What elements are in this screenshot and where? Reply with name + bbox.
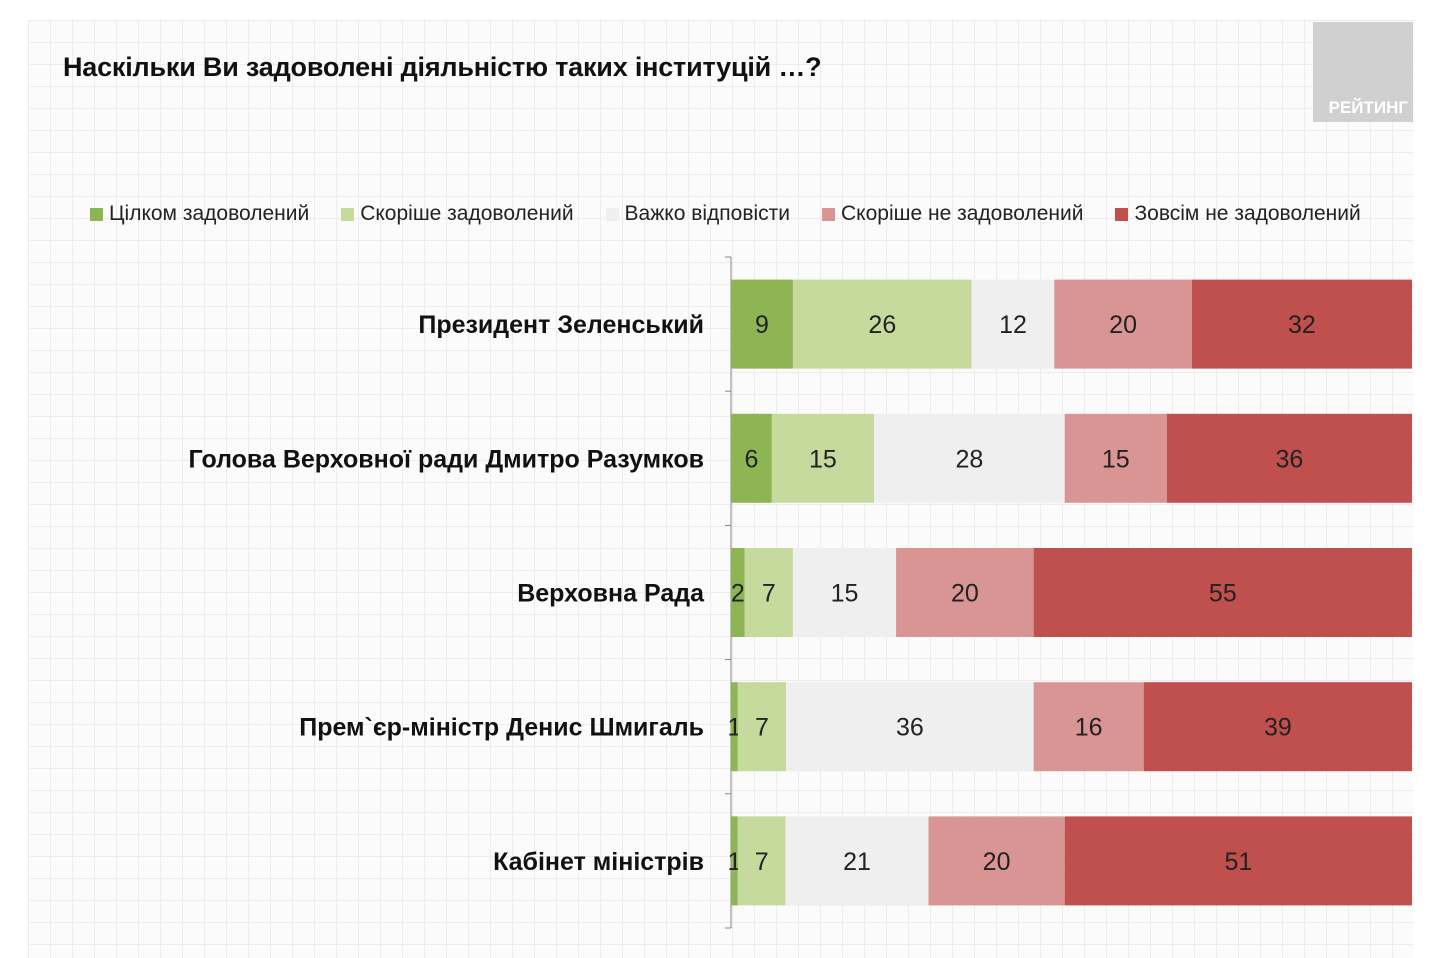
- legend-swatch: [1115, 207, 1129, 221]
- bar-segment: [1054, 279, 1192, 369]
- data-label: 15: [809, 445, 837, 473]
- data-label: 21: [843, 848, 871, 876]
- bar-segment: [731, 548, 745, 637]
- bar-segment: [1064, 413, 1167, 503]
- bar-segment: [1064, 816, 1412, 906]
- bar-segment: [731, 816, 738, 906]
- data-label: 6: [744, 445, 758, 473]
- bar-segment: [786, 682, 1034, 772]
- data-label: 26: [868, 311, 896, 339]
- bar-segment: [1033, 682, 1144, 772]
- bar-segment: [1143, 682, 1412, 772]
- logo-text: РЕЙТИНГ: [1328, 98, 1408, 117]
- data-label: 20: [1109, 311, 1137, 339]
- bar-segment: [731, 682, 738, 772]
- bar-segment: [744, 548, 793, 637]
- data-label: 20: [983, 848, 1011, 876]
- bar-segment: [1166, 413, 1412, 503]
- bar-segment: [1033, 548, 1412, 637]
- data-label: 7: [755, 848, 769, 876]
- bar-segment: [785, 816, 929, 906]
- legend-swatch: [605, 207, 619, 221]
- data-label: 36: [896, 714, 924, 742]
- data-label: 7: [762, 580, 776, 608]
- legend-label: Цілком задоволений: [109, 202, 310, 225]
- legend-label: Скоріше не задоволений: [841, 202, 1084, 225]
- bar-segment: [928, 816, 1065, 906]
- category-label: Прем`єр-міністр Денис Шмигаль: [299, 714, 704, 742]
- data-label: 15: [1102, 445, 1130, 473]
- category-label: Кабінет міністрів: [493, 848, 704, 876]
- data-label: 32: [1288, 311, 1316, 339]
- bar-segment: [971, 279, 1055, 369]
- legend-item: Цілком задоволений: [90, 202, 309, 226]
- bar-segment: [737, 682, 787, 772]
- bar-segment: [792, 548, 897, 637]
- data-label: 7: [755, 714, 769, 742]
- bar-segment: [737, 816, 786, 906]
- legend-swatch: [822, 207, 836, 221]
- data-label: 36: [1276, 445, 1304, 473]
- data-label: 16: [1075, 714, 1103, 742]
- data-label: 28: [955, 445, 983, 473]
- data-label: 51: [1224, 848, 1252, 876]
- legend-label: Скоріше задоволений: [360, 202, 574, 225]
- bar-segment: [792, 279, 972, 369]
- legend-item: Важко відповісти: [605, 202, 791, 226]
- legend-swatch: [90, 207, 103, 221]
- data-label: 55: [1209, 580, 1237, 608]
- data-label: 20: [951, 580, 979, 608]
- data-label: 15: [831, 580, 859, 608]
- legend-item: Зовсім не задоволений: [1115, 202, 1361, 226]
- legend-swatch: [341, 207, 355, 221]
- legend-item: Скоріше не задоволений: [822, 202, 1083, 226]
- legend: Цілком задоволений Скоріше задоволений Важ…: [90, 202, 1393, 226]
- legend-item: Скоріше задоволений: [341, 202, 574, 226]
- bar-segment: [874, 413, 1065, 503]
- bar-segment: [896, 548, 1034, 637]
- data-label: 2: [731, 580, 745, 608]
- bar-segment: [1191, 279, 1412, 369]
- data-label: 12: [999, 311, 1027, 339]
- legend-label: Зовсім не задоволений: [1134, 202, 1361, 225]
- category-label: Верховна Рада: [517, 580, 705, 608]
- rating-logo: РЕЙТИНГ: [1313, 22, 1413, 122]
- bar-segment: [731, 279, 793, 369]
- bar-segment: [771, 413, 875, 503]
- data-label: 39: [1264, 714, 1292, 742]
- category-label: Президент Зеленський: [418, 311, 704, 339]
- legend-label: Важко відповісти: [624, 202, 791, 225]
- bar-segment: [731, 413, 772, 503]
- category-label: Голова Верховної ради Дмитро Разумков: [189, 445, 704, 473]
- data-label: 9: [755, 311, 769, 339]
- chart-title: Наскільки Ви задоволені діяльністю таких…: [63, 52, 822, 82]
